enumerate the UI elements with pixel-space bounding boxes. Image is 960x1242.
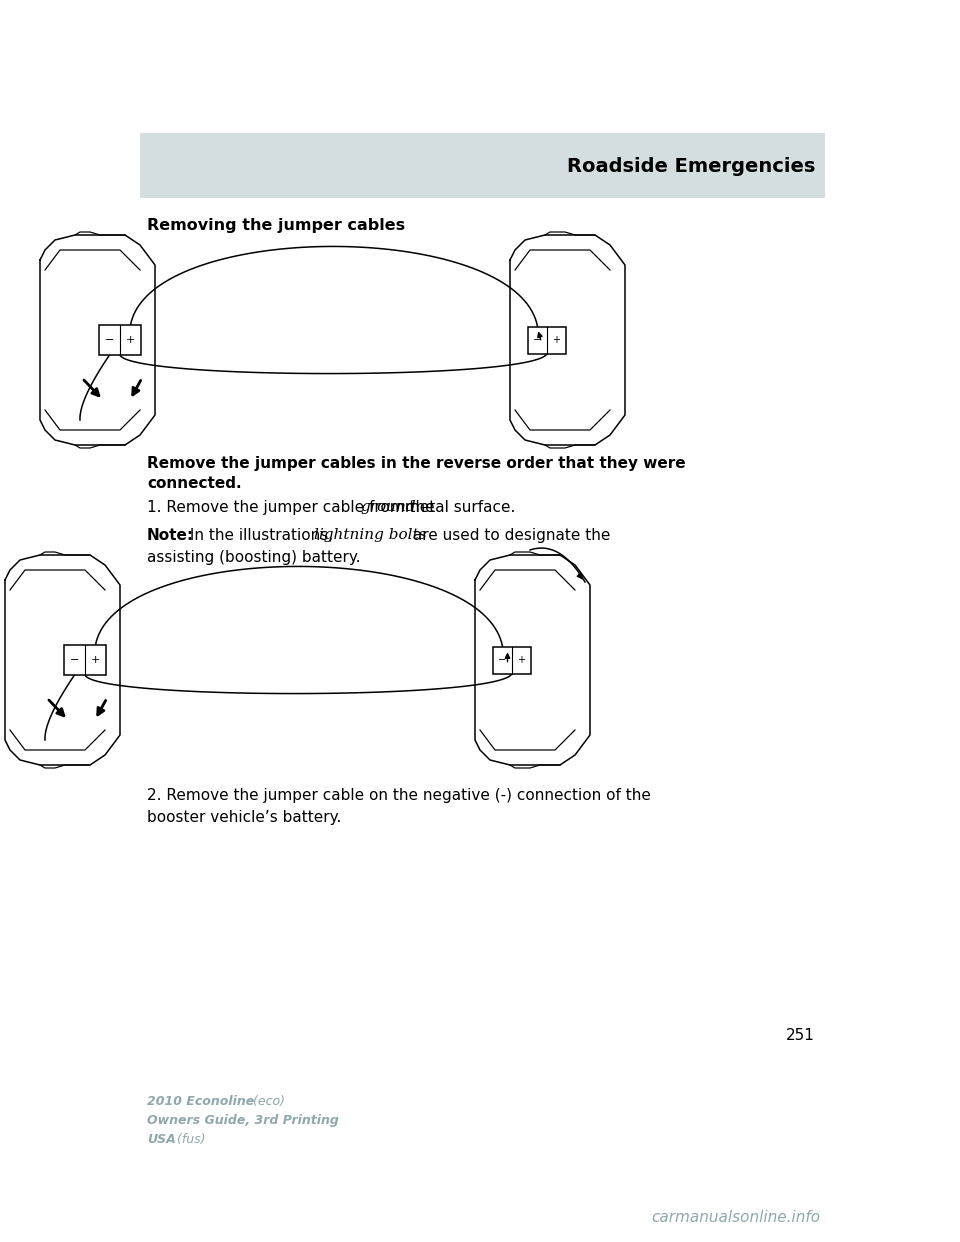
Text: Roadside Emergencies: Roadside Emergencies <box>566 156 815 175</box>
Text: Owners Guide, 3rd Printing: Owners Guide, 3rd Printing <box>147 1114 339 1126</box>
Text: 251: 251 <box>786 1028 815 1043</box>
Text: 2010 Econoline: 2010 Econoline <box>147 1095 254 1108</box>
Text: −: − <box>534 335 541 345</box>
Text: +: + <box>91 655 100 664</box>
Text: −: − <box>70 655 79 664</box>
Text: −: − <box>498 655 507 664</box>
Text: USA: USA <box>147 1133 176 1146</box>
Text: carmanualsonline.info: carmanualsonline.info <box>651 1210 820 1225</box>
Bar <box>64 645 106 674</box>
Text: 1. Remove the jumper cable from the: 1. Remove the jumper cable from the <box>147 501 440 515</box>
Text: +: + <box>517 655 525 664</box>
Text: metal surface.: metal surface. <box>399 501 516 515</box>
Text: Note:: Note: <box>147 528 194 543</box>
Text: booster vehicle’s battery.: booster vehicle’s battery. <box>147 810 342 825</box>
Text: assisting (boosting) battery.: assisting (boosting) battery. <box>147 550 361 565</box>
Text: lightning bolts: lightning bolts <box>314 528 426 542</box>
Text: Removing the jumper cables: Removing the jumper cables <box>147 219 405 233</box>
Text: (eco): (eco) <box>249 1095 285 1108</box>
Text: ground: ground <box>360 501 416 514</box>
Text: Remove the jumper cables in the reverse order that they were: Remove the jumper cables in the reverse … <box>147 456 685 471</box>
Text: 2. Remove the jumper cable on the negative (-) connection of the: 2. Remove the jumper cable on the negati… <box>147 787 651 804</box>
Text: (fus): (fus) <box>173 1133 205 1146</box>
Text: are used to designate the: are used to designate the <box>408 528 611 543</box>
Text: −: − <box>105 335 114 345</box>
Text: In the illustrations,: In the illustrations, <box>185 528 338 543</box>
Bar <box>99 325 141 355</box>
Text: +: + <box>126 335 135 345</box>
Text: connected.: connected. <box>147 476 242 491</box>
Text: +: + <box>553 335 561 345</box>
Bar <box>528 327 566 354</box>
Bar <box>493 647 531 673</box>
Bar <box>140 133 825 197</box>
